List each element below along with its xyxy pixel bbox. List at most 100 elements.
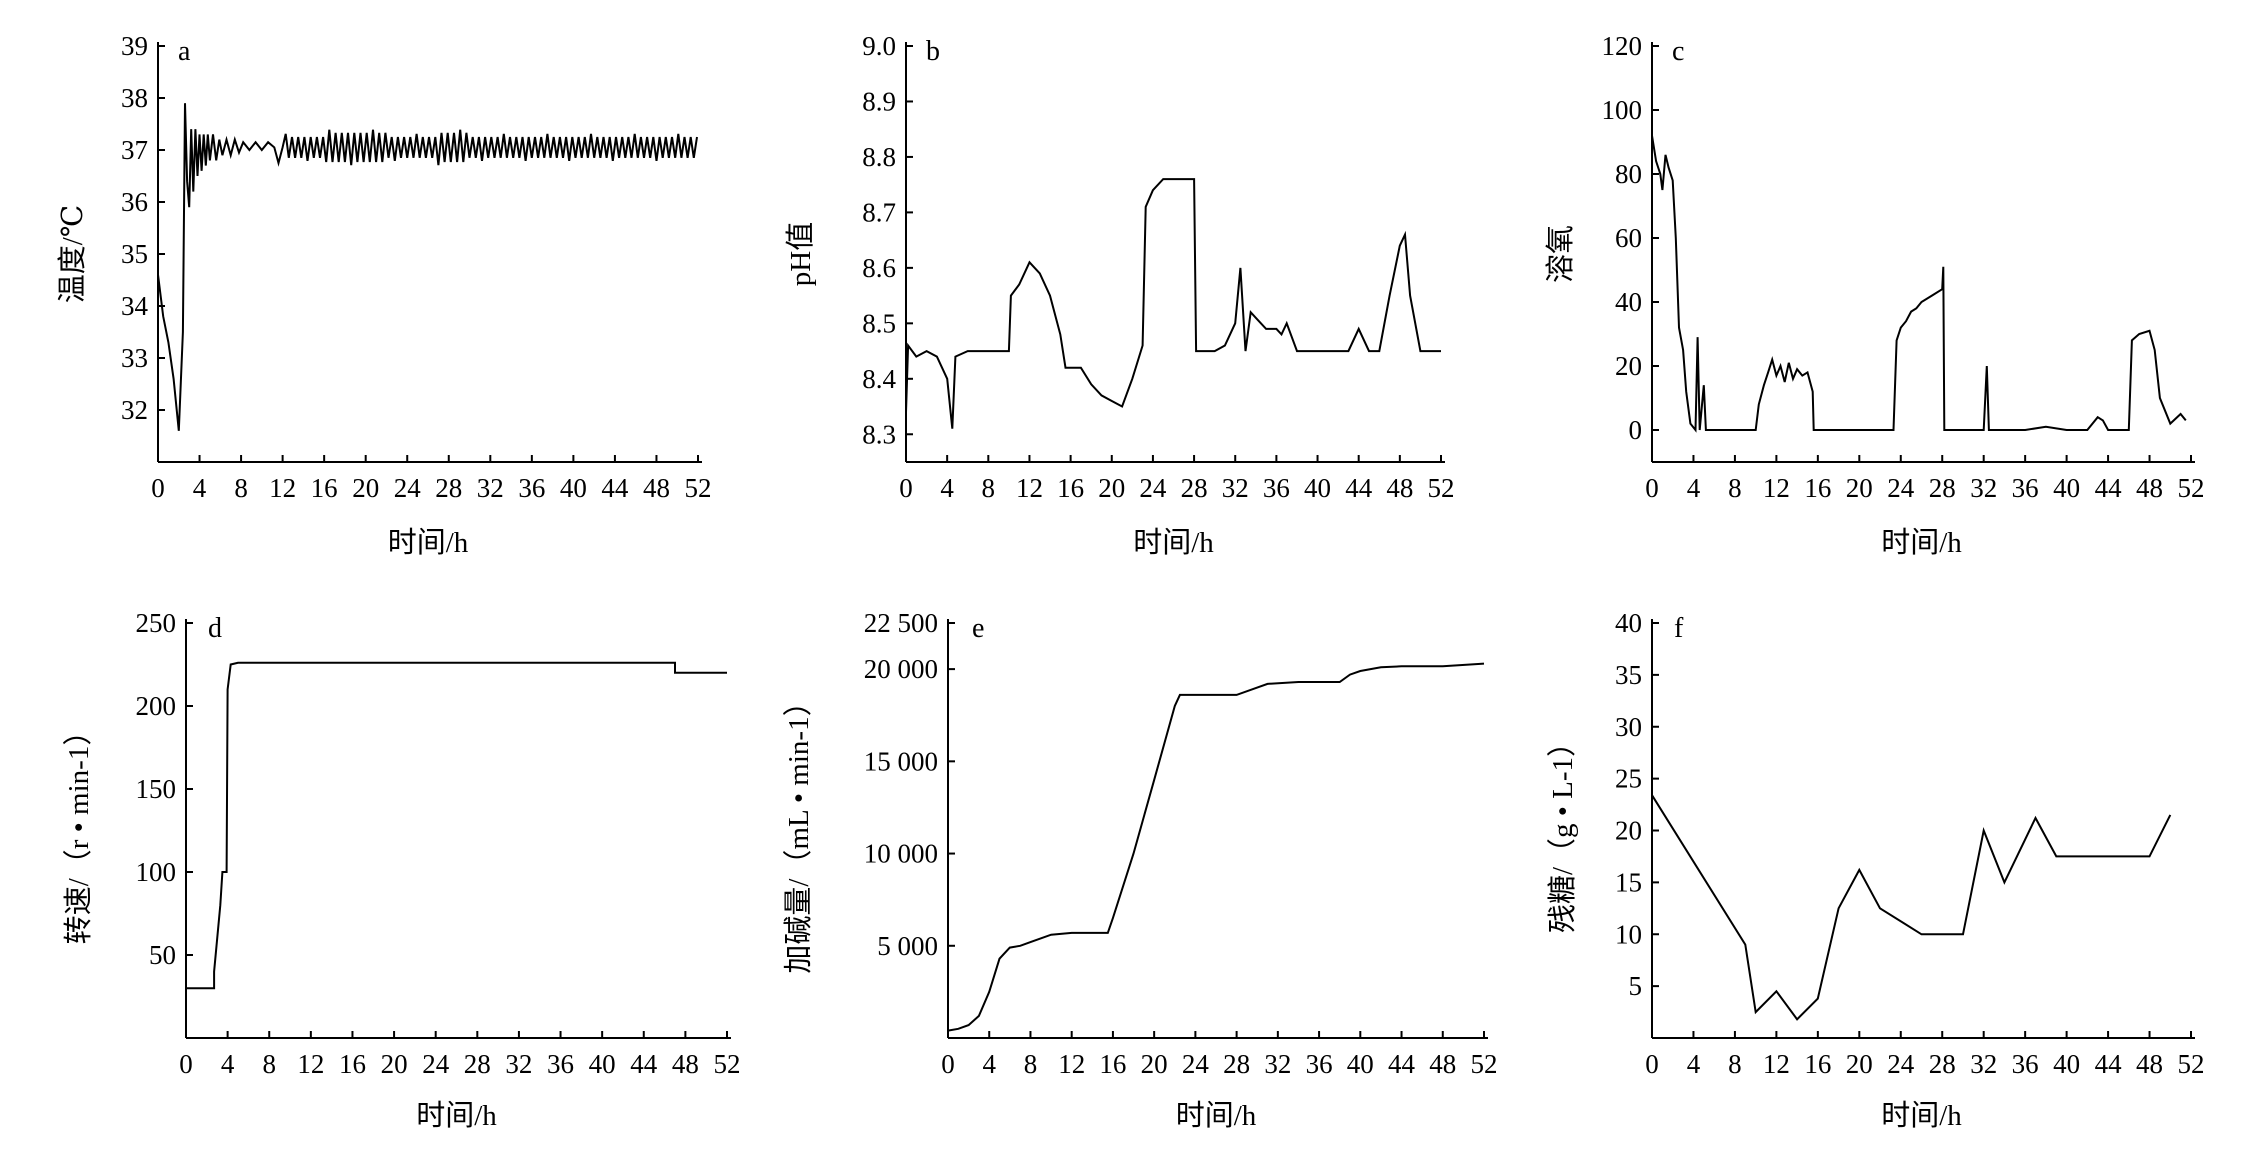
x-tick-label: 40: [1347, 1049, 1374, 1079]
panel-f: 0 4 8 12 16 20 24 28 32 36 40 44 48 52510152025303540…: [1546, 608, 2205, 1132]
x-tick-label: 44: [601, 473, 629, 503]
y-axis-title: 转速/（r • min-1）: [62, 717, 95, 945]
axes: [185, 619, 731, 1039]
y-tick-label: 20: [1615, 816, 1642, 846]
x-tick-label: 44: [2095, 1049, 2123, 1079]
x-tick-label: 40: [1304, 473, 1331, 503]
y-tick-label: 33: [121, 343, 148, 373]
x-tick-label: 20: [1098, 473, 1125, 503]
y-tick-label: 50: [149, 940, 176, 970]
x-tick-label: 20: [381, 1049, 408, 1079]
x-axis-title: 时间/h: [416, 1099, 497, 1132]
x-tick-label: 8: [262, 1049, 276, 1079]
y-tick-label: 10 000: [864, 839, 938, 869]
x-tick-label: 36: [518, 473, 545, 503]
y-tick-label: 39: [121, 31, 148, 61]
x-tick-label: 20: [352, 473, 379, 503]
x-tick-label: 12: [1058, 1049, 1085, 1079]
x-tick-label: 0: [1645, 1049, 1659, 1079]
x-tick-label: 32: [1222, 473, 1249, 503]
series-line-d: [186, 661, 727, 990]
x-tick-label: 36: [1306, 1049, 1333, 1079]
x-tick-label: 52: [714, 1049, 741, 1079]
series-line-c: [1651, 135, 2187, 433]
x-tick-label: 48: [2136, 1049, 2163, 1079]
y-tick-label: 40: [1615, 608, 1642, 638]
panel-letter: e: [972, 613, 984, 644]
x-tick-label: 28: [1929, 473, 1956, 503]
axes: [1651, 619, 2195, 1039]
y-tick-label: 60: [1615, 223, 1642, 253]
y-axis-title: 残糖/（g • L-1）: [1546, 728, 1579, 933]
x-tick-label: 12: [1016, 473, 1043, 503]
y-tick-label: 5 000: [877, 931, 938, 961]
x-tick-label: 40: [2053, 1049, 2080, 1079]
x-tick-label: 20: [1846, 1049, 1873, 1079]
x-tick-label: 36: [1263, 473, 1290, 503]
x-tick-label: 12: [1763, 1049, 1790, 1079]
x-tick-label: 8: [982, 473, 996, 503]
x-tick-label: 52: [1471, 1049, 1498, 1079]
x-tick-label: 24: [422, 1049, 450, 1079]
panel-c: 0 4 8 12 16 20 24 28 32 36 40 44 48 52020406080100120…: [1544, 31, 2205, 559]
x-tick-label: 28: [464, 1049, 491, 1079]
x-tick-label: 4: [940, 473, 954, 503]
y-tick-label: 35: [1615, 660, 1642, 690]
x-tick-label: 48: [672, 1049, 699, 1079]
x-tick-label: 8: [234, 473, 248, 503]
y-tick-label: 5: [1629, 971, 1643, 1001]
x-tick-label: 8: [1728, 1049, 1742, 1079]
y-tick-label: 120: [1602, 31, 1643, 61]
x-tick-label: 48: [643, 473, 670, 503]
x-tick-label: 16: [1804, 1049, 1831, 1079]
axes: [905, 42, 1445, 463]
x-tick-label: 44: [1345, 473, 1373, 503]
x-tick-label: 20: [1141, 1049, 1168, 1079]
x-tick-label: 20: [1846, 473, 1873, 503]
x-tick-label: 32: [1970, 473, 1997, 503]
x-tick-label: 52: [685, 473, 712, 503]
panel-letter: f: [1674, 613, 1684, 644]
x-tick-label: 40: [589, 1049, 616, 1079]
x-tick-label: 4: [1687, 473, 1701, 503]
x-tick-label: 16: [339, 1049, 366, 1079]
y-axis-title: 溶氧: [1544, 225, 1577, 283]
series-line-b: [905, 178, 1441, 429]
x-axis-title: 时间/h: [1176, 1099, 1257, 1132]
y-tick-label: 8.4: [862, 364, 896, 394]
x-tick-label: 40: [2053, 473, 2080, 503]
x-tick-label: 52: [2178, 473, 2205, 503]
x-tick-label: 24: [1887, 1049, 1915, 1079]
y-tick-label: 20: [1615, 351, 1642, 381]
x-tick-label: 12: [269, 473, 296, 503]
axes: [1651, 42, 2195, 463]
x-tick-label: 36: [2012, 1049, 2039, 1079]
x-tick-label: 8: [1728, 473, 1742, 503]
y-tick-label: 0: [1629, 415, 1643, 445]
x-tick-label: 24: [1182, 1049, 1210, 1079]
y-tick-label: 100: [1602, 95, 1643, 125]
x-tick-label: 24: [394, 473, 422, 503]
y-tick-label: 8.9: [862, 86, 896, 116]
x-tick-label: 0: [179, 1049, 193, 1079]
y-tick-label: 200: [136, 691, 177, 721]
y-axis-title: pH值: [784, 222, 817, 286]
x-tick-label: 4: [1687, 1049, 1701, 1079]
panel-letter: b: [926, 36, 940, 67]
x-tick-label: 0: [941, 1049, 955, 1079]
series-line-f: [1651, 794, 2172, 1021]
y-tick-label: 8.7: [862, 197, 896, 227]
panel-letter: d: [208, 613, 222, 644]
y-axis-title: 温度/℃: [56, 205, 89, 304]
x-tick-label: 36: [547, 1049, 574, 1079]
y-tick-label: 30: [1615, 712, 1642, 742]
x-tick-label: 4: [982, 1049, 996, 1079]
y-tick-label: 8.6: [862, 253, 896, 283]
y-tick-label: 8.3: [862, 419, 896, 449]
y-tick-label: 36: [121, 187, 148, 217]
panel-b: 0 4 8 12 16 20 24 28 32 36 40 44 48 528.38.48.58.68.7…: [784, 31, 1455, 559]
y-tick-label: 38: [121, 83, 148, 113]
x-tick-label: 32: [1264, 1049, 1291, 1079]
